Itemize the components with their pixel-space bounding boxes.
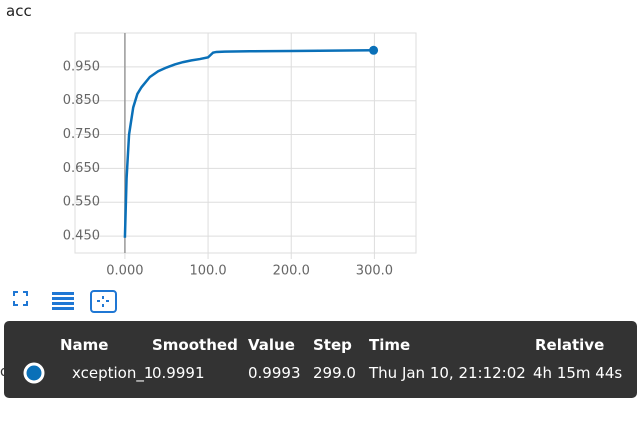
cell: xception_1 (72, 364, 154, 382)
toolbar-fit[interactable] (90, 290, 117, 313)
y-tick-label: 0.750 (63, 127, 100, 142)
x-tick-label: 0.000 (106, 264, 143, 279)
x-tick-label: 100.0 (189, 264, 226, 279)
toolbar[interactable] (13, 291, 28, 306)
chart: 0.450 0.550 0.650 0.750 0.850 0.950 0.000 100.0… (13, 32, 417, 313)
cell: Thu Jan 10, 21:12:02 (369, 364, 526, 382)
column-header: Time (369, 336, 411, 354)
tooltip: Name Smoothed Value Step Time Relative xceptio… (4, 321, 637, 398)
chart-title: acc (6, 2, 32, 20)
column-header: Relative (535, 336, 605, 354)
line (123, 49, 374, 238)
cell: 4h 15m 44s (533, 364, 623, 382)
cell: 299.0 (313, 364, 356, 382)
toolbar-list[interactable] (52, 292, 74, 310)
column-header: Step (313, 336, 352, 354)
y-tick-label: 0.950 (63, 59, 100, 74)
y-tick-label: 0.550 (63, 195, 100, 210)
series-dot (23, 362, 45, 384)
column-header: Value (248, 336, 295, 354)
cell: 0.9993 (248, 364, 301, 382)
y-tick-label: 0.450 (63, 229, 100, 244)
plot-area (74, 32, 417, 254)
y-tick-label: 0.850 (63, 93, 100, 108)
column-header: Smoothed (152, 336, 238, 354)
x-tick-label: 300.0 (356, 264, 393, 279)
cell: 0.9991 (152, 364, 205, 382)
end-point (369, 45, 379, 55)
column-header: Name (60, 336, 109, 354)
x-tick-label: 200.0 (273, 264, 310, 279)
y-tick-label: 0.650 (63, 161, 100, 176)
